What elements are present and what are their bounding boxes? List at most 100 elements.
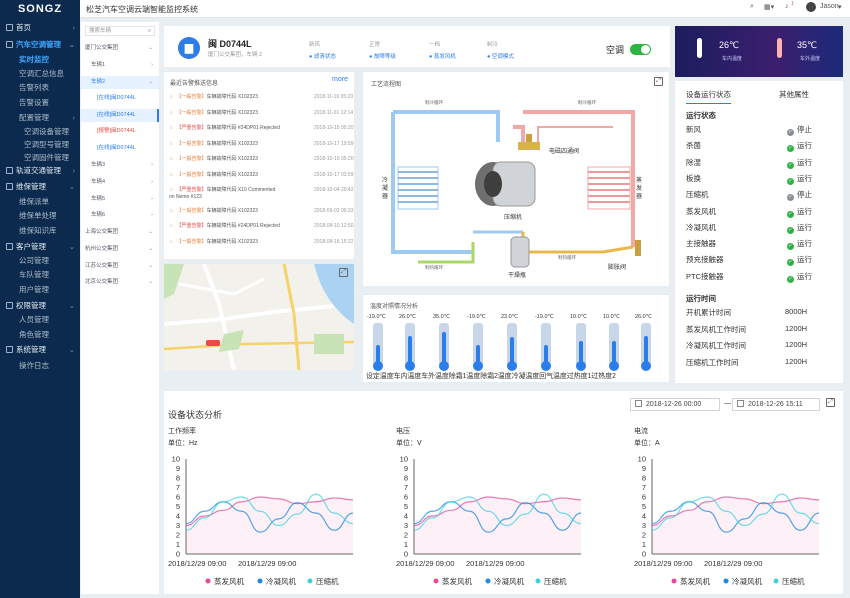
legend-marker[interactable] — [257, 578, 263, 584]
legend-marker[interactable] — [205, 578, 211, 584]
bus-marker-icon[interactable] — [206, 340, 220, 346]
tree-item[interactable]: 车辆1 › — [81, 59, 159, 72]
sidebar-item[interactable]: 维保管理 ⌄ — [0, 180, 80, 193]
sidebar-item[interactable]: 告警设置 — [0, 96, 80, 109]
alarm-item[interactable]: ♤ 【一般告警】车辆故障代码 X102323 2018-11-01 12:14 — [169, 110, 353, 123]
vehicle-search-input[interactable]: 搜索车辆 ⌕ — [85, 26, 155, 36]
sidebar-item[interactable]: 公司管理 — [0, 254, 80, 267]
status-item-name: 冷凝风机 — [686, 222, 716, 232]
legend-label[interactable]: 冷凝风机 — [494, 576, 524, 586]
thermometer-bulb — [439, 361, 449, 371]
alarm-item[interactable]: ♤ 【一般告警】车辆故障代码 X102323 2018-11-19 05:20 — [169, 94, 353, 107]
legend-marker[interactable] — [485, 578, 491, 584]
y-tick-label: 3 — [404, 521, 408, 530]
legend-marker[interactable] — [535, 578, 541, 584]
sidebar-item[interactable]: 空调型号管理 — [0, 138, 80, 151]
legend-label[interactable]: 蒸发风机 — [214, 576, 244, 586]
tree-item[interactable]: 车辆2 ⌄ — [81, 76, 159, 89]
map-canvas[interactable] — [164, 264, 354, 370]
sidebar-item[interactable]: 权限管理 ⌄ — [0, 299, 80, 312]
sidebar-item[interactable]: 角色管理 — [0, 328, 80, 341]
tree-item[interactable]: 车辆6 › — [81, 209, 159, 222]
sidebar-item[interactable]: 维保单处理 — [0, 209, 80, 222]
legend-marker[interactable] — [773, 578, 779, 584]
alarm-item[interactable]: ♤ 【严重告警】车辆故障代码 #24DP01 Rejected 2018-09-10… — [169, 223, 353, 236]
sidebar-item[interactable]: 人员管理 — [0, 313, 80, 326]
alarm-more-link[interactable]: more — [332, 76, 348, 83]
alarm-item[interactable]: ♤ 【一般告警】车辆故障代码 X102323 2018-10-17 03:59 — [169, 172, 353, 185]
sidebar-item-label: 汽车空调管理 — [16, 40, 61, 49]
tree-item[interactable]: 车辆3 › — [81, 159, 159, 172]
search-icon[interactable]: ⌕ — [147, 28, 151, 34]
alarm-item[interactable]: ♤ 【一般告警】车辆故障代码 X102323 2018-09-15 15:22 — [169, 239, 353, 252]
tree-item[interactable]: [在线]闽D0744L — [81, 109, 159, 122]
sidebar-item[interactable]: 实时监控 — [0, 53, 80, 66]
legend-label[interactable]: 压缩机 — [782, 576, 805, 586]
alarm-item[interactable]: ♤ 【一般告警】车辆故障代码 X102323 2018-10-17 19:59 — [169, 141, 353, 154]
notification-bell-icon[interactable]: ♪ — [785, 3, 789, 10]
tree-item[interactable]: 江苏公交集团 ⌄ — [81, 260, 159, 273]
tree-item[interactable]: 上海公交集团 ⌄ — [81, 226, 159, 239]
map-fullscreen-icon[interactable]: ⤢ — [339, 268, 348, 277]
legend-label[interactable]: 蒸发风机 — [680, 576, 710, 586]
analysis-fullscreen-icon[interactable]: ⤢ — [826, 398, 835, 407]
alarm-item[interactable]: ♤ 【严重告警】车辆故障代码 #24DP01 Rejected 2018-10-15… — [169, 125, 353, 138]
sidebar-item[interactable]: 车队管理 — [0, 268, 80, 281]
sidebar-item[interactable]: 空调设备管理 — [0, 125, 80, 138]
vehicle-map[interactable]: ⤢ — [164, 264, 354, 370]
alarm-item[interactable]: ♤ 【一般告警】车辆故障代码 X102323 2018-09-03 09:33 — [169, 208, 353, 221]
sidebar-item[interactable]: 告警列表 — [0, 81, 80, 94]
tree-item[interactable]: [在线]闽D0744L — [81, 92, 159, 105]
thermometer-icon — [439, 323, 449, 371]
language-flag-icon[interactable]: ▦▾ — [764, 4, 775, 11]
tree-item[interactable]: 车辆5 › — [81, 193, 159, 206]
tab-device-status[interactable]: 设备运行状态 — [686, 89, 731, 104]
tree-item[interactable]: 厦门公交集团 ⌄ — [81, 42, 159, 55]
tree-item-label: 车辆4 — [91, 179, 106, 185]
sidebar-item[interactable]: 配置管理 › — [0, 111, 80, 124]
sidebar-item[interactable]: 汽车空调管理 ⌄ — [0, 38, 80, 51]
sidebar-item[interactable]: 维保知识库 — [0, 224, 80, 237]
sidebar-item[interactable]: 操作日志 — [0, 359, 80, 372]
legend-label[interactable]: 冷凝风机 — [732, 576, 762, 586]
y-tick-label: 10 — [400, 455, 408, 464]
sidebar-item[interactable]: 客户管理 ⌄ — [0, 240, 80, 253]
sidebar-item[interactable]: 空调固件管理 — [0, 151, 80, 164]
legend-marker[interactable] — [671, 578, 677, 584]
inside-temp-label: 车内温度 — [722, 56, 743, 62]
app-logo[interactable]: SONGZ — [0, 0, 80, 18]
flow-fullscreen-icon[interactable]: ⤢ — [654, 77, 663, 86]
legend-label[interactable]: 蒸发风机 — [442, 576, 472, 586]
sidebar-item[interactable]: 空调汇总信息 — [0, 67, 80, 80]
search-icon[interactable]: ⌕ — [750, 3, 754, 10]
sidebar-item-label: 人员管理 — [19, 315, 49, 324]
sidebar-item[interactable]: 首页 › — [0, 21, 80, 34]
alarm-item[interactable]: ♤ 【一般告警】车辆故障代码 X102323 2018-10-15 05:20 — [169, 156, 353, 169]
legend-label[interactable]: 压缩机 — [316, 576, 339, 586]
sidebar-item-label: 空调固件管理 — [24, 153, 69, 162]
tree-item[interactable]: 杭州公交集团 ⌄ — [81, 243, 159, 256]
legend-marker[interactable] — [307, 578, 313, 584]
legend-marker[interactable] — [723, 578, 729, 584]
sidebar-item[interactable]: 维保派单 — [0, 195, 80, 208]
user-menu-chevron-icon[interactable]: ▾ — [838, 4, 842, 11]
tab-other-attributes[interactable]: 其他属性 — [779, 90, 809, 99]
legend-label[interactable]: 冷凝风机 — [266, 576, 296, 586]
user-name[interactable]: Jason — [820, 3, 839, 10]
stat-fresh-air: 新风 ● 滤清状态 — [309, 40, 365, 60]
tree-item[interactable]: [在线]闽D0744L — [81, 142, 159, 155]
legend-label[interactable]: 压缩机 — [544, 576, 567, 586]
ac-power-toggle[interactable] — [630, 44, 651, 55]
legend-marker[interactable] — [433, 578, 439, 584]
sidebar-item[interactable]: 系统管理 ⌄ — [0, 343, 80, 356]
sidebar-item[interactable]: 轨道交通管理 › — [0, 164, 80, 177]
sidebar-item[interactable]: 用户管理 — [0, 283, 80, 296]
tree-item[interactable]: 北京公交集团 ⌄ — [81, 276, 159, 289]
tree-item[interactable]: 车辆4 › — [81, 176, 159, 189]
date-from-picker[interactable]: 2018-12-26 00:00 — [630, 398, 720, 411]
alarm-item[interactable]: ♤ 【严重告警】车辆故障代码 X10 Commented 2018-10-04 20… — [169, 187, 353, 200]
avatar[interactable] — [806, 2, 816, 12]
tree-item[interactable]: [报警]闽D0744L — [81, 125, 159, 138]
date-to-picker[interactable]: 2018-12-26 15:11 — [732, 398, 820, 411]
sidebar-item-label: 维保知识库 — [19, 226, 57, 235]
